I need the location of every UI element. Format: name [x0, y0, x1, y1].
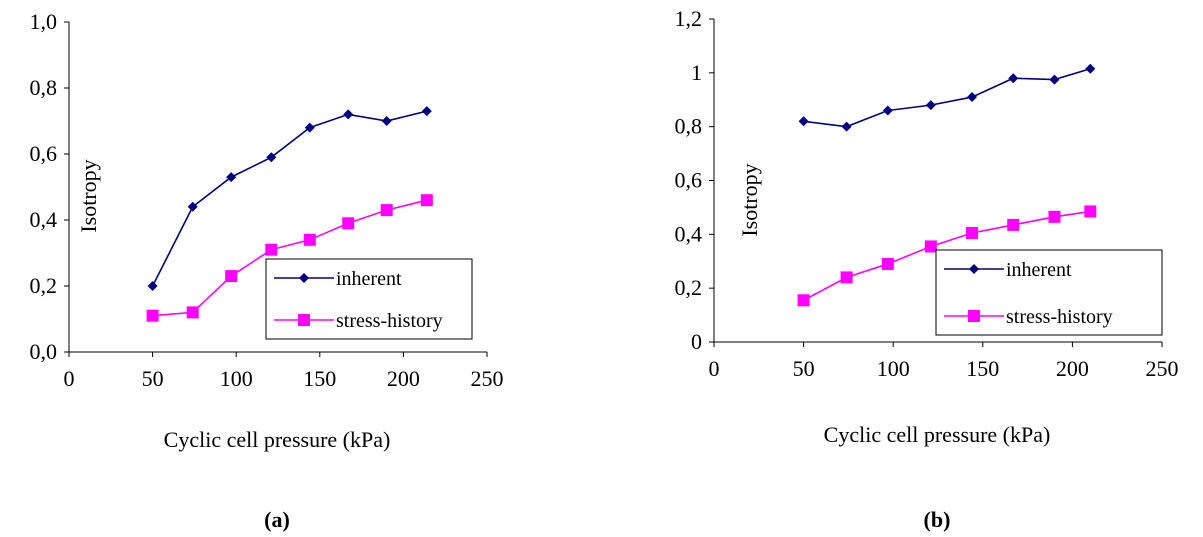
- x-tick-label: 100: [877, 356, 910, 381]
- data-point-inherent: [381, 116, 392, 126]
- x-axis-label-b: Cyclic cell pressure (kPa): [824, 422, 1051, 447]
- data-point-inherent: [798, 116, 809, 127]
- y-tick-label: 0,6: [30, 141, 58, 166]
- y-axis-label-b: Isotropy: [737, 163, 762, 236]
- x-tick-label: 150: [303, 366, 336, 391]
- data-point-inherent: [841, 121, 852, 132]
- data-point-stress-history: [924, 240, 937, 253]
- data-point-stress-history: [186, 306, 199, 319]
- axes-b: [709, 18, 1163, 347]
- legend-label-inherent: inherent: [1006, 259, 1072, 281]
- data-point-stress-history: [420, 194, 433, 207]
- y-axis-label-a: Isotropy: [76, 159, 101, 232]
- data-point-inherent: [882, 105, 893, 116]
- x-tick-label: 200: [1056, 356, 1089, 381]
- x-tick-label: 100: [220, 366, 253, 391]
- data-point-inherent: [304, 122, 315, 133]
- legend-label-inherent: inherent: [336, 268, 402, 290]
- x-tick-label: 50: [793, 356, 815, 381]
- legend-a: inherent stress-history: [265, 258, 473, 340]
- legend-marker-inherent: [969, 264, 979, 274]
- data-point-inherent: [1085, 63, 1096, 74]
- y-tick-labels-a: 0,0 0,2 0,4 0,6 0,8 1,0: [30, 9, 58, 364]
- data-point-stress-history: [265, 243, 278, 256]
- data-point-stress-history: [1007, 218, 1020, 231]
- y-tick-label: 0,6: [675, 168, 703, 193]
- data-point-stress-history: [225, 270, 238, 283]
- series-line-inherent: [803, 68, 1091, 128]
- data-point-stress-history: [146, 309, 159, 322]
- y-tick-label: 1,2: [675, 6, 703, 31]
- y-tick-label: 0,2: [30, 273, 58, 298]
- y-tick-label: 0,8: [675, 114, 703, 139]
- x-tick-label: 250: [1146, 356, 1179, 381]
- x-tick-labels-b: 0 50 100 150 200 250: [709, 356, 1179, 381]
- legend-label-stress-history: stress-history: [336, 310, 443, 332]
- data-point-inherent: [1008, 73, 1019, 84]
- data-point-stress-history: [1048, 210, 1061, 223]
- data-point-stress-history: [840, 271, 853, 284]
- series-line-stress-history: [152, 199, 427, 317]
- data-point-stress-history: [881, 257, 894, 270]
- data-point-inherent: [967, 92, 978, 103]
- data-point-inherent: [226, 172, 237, 183]
- legend-marker-stress-history: [298, 314, 310, 326]
- x-tick-label: 150: [966, 356, 999, 381]
- data-point-stress-history: [342, 217, 355, 230]
- series-group-b: [797, 63, 1097, 307]
- x-tick-label: 250: [471, 366, 504, 391]
- panel-label-b: (b): [924, 507, 951, 532]
- series-line-stress-history: [803, 210, 1091, 301]
- legend-label-stress-history: stress-history: [1006, 306, 1113, 328]
- x-axis-label-a: Cyclic cell pressure (kPa): [164, 427, 391, 452]
- y-tick-label: 0: [691, 329, 702, 354]
- x-tick-label: 200: [387, 366, 420, 391]
- x-tick-label: 50: [142, 366, 164, 391]
- y-tick-label: 1: [691, 60, 702, 85]
- x-tick-label: 0: [64, 366, 75, 391]
- data-point-inherent: [1049, 74, 1060, 85]
- x-tick-labels-a: 0 50 100 150 200 250: [64, 366, 504, 391]
- data-point-inherent: [266, 152, 277, 163]
- data-point-stress-history: [303, 233, 316, 246]
- legend-marker-inherent: [299, 273, 309, 283]
- legend-marker-stress-history: [968, 310, 980, 322]
- series-group-a: [146, 106, 433, 322]
- y-tick-label: 0,0: [30, 339, 58, 364]
- y-tick-label: 0,8: [30, 75, 58, 100]
- data-point-inherent: [421, 106, 432, 117]
- data-point-stress-history: [380, 204, 393, 217]
- data-point-inherent: [147, 281, 158, 291]
- data-point-stress-history: [797, 294, 810, 307]
- legend-b: inherent stress-history: [935, 249, 1163, 336]
- x-tick-label: 0: [709, 356, 720, 381]
- data-point-inherent: [187, 201, 198, 212]
- y-tick-label: 0,2: [675, 275, 703, 300]
- y-tick-label: 1,0: [30, 9, 58, 34]
- chart-panel-b: 0 0,2 0,4 0,6 0,8 1 1,2 0 50 100 150 200 250 inhere…: [675, 6, 1179, 532]
- chart-panel-a: 0,0 0,2 0,4 0,6 0,8 1,0 0 50 100 150 200 250 inher…: [30, 9, 504, 532]
- y-tick-labels-b: 0 0,2 0,4 0,6 0,8 1 1,2: [675, 6, 703, 354]
- y-tick-label: 0,4: [675, 221, 703, 246]
- data-point-stress-history: [1084, 205, 1097, 218]
- data-point-inherent: [343, 109, 354, 120]
- panel-label-a: (a): [264, 507, 290, 532]
- axes-a: [64, 21, 488, 357]
- series-line-inherent: [151, 110, 427, 287]
- y-tick-label: 0,4: [30, 207, 58, 232]
- data-point-inherent: [925, 100, 936, 111]
- data-point-stress-history: [966, 226, 979, 239]
